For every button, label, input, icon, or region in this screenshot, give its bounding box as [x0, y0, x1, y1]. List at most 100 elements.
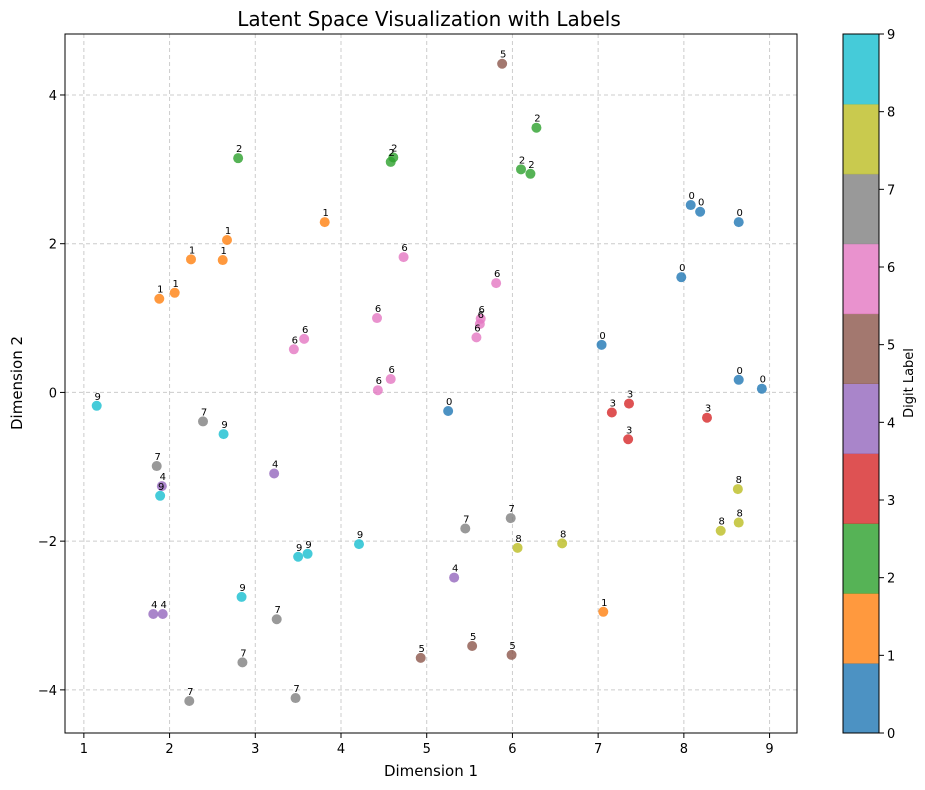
data-point [732, 484, 743, 495]
data-point-label: 0 [446, 397, 452, 408]
colorbar-tick-label: 5 [887, 339, 895, 354]
data-point-label: 6 [401, 243, 407, 254]
data-point-label: 6 [375, 304, 381, 315]
data-point-label: 6 [478, 310, 484, 321]
colorbar-tick-label: 6 [887, 261, 895, 276]
data-point-label: 2 [519, 155, 525, 166]
grid [65, 34, 797, 733]
data-point-label: 7 [240, 648, 246, 659]
data-point [415, 652, 426, 663]
data-point [222, 234, 232, 245]
x-tick-label: 1 [80, 742, 88, 757]
colorbar-segment [843, 453, 879, 524]
data-point [623, 434, 634, 445]
data-point-label: 8 [737, 509, 743, 520]
x-tick-label: 7 [594, 742, 602, 757]
colorbar-segment [843, 34, 879, 105]
data-point-label: 5 [470, 632, 476, 643]
data-point [505, 513, 516, 524]
y-tick-label: −4 [38, 684, 57, 699]
y-axis-ticks: −4 −2 0 2 4 [38, 89, 65, 699]
data-point [596, 339, 607, 350]
data-point [733, 374, 744, 385]
data-point-label: 0 [599, 331, 605, 342]
data-point-label: 3 [610, 399, 616, 410]
x-tick-label: 6 [508, 742, 516, 757]
data-point [676, 272, 687, 283]
data-point [512, 542, 523, 553]
data-point-label: 3 [705, 404, 711, 415]
y-tick-label: 2 [49, 238, 57, 253]
data-point-label: 7 [201, 407, 207, 418]
data-point-label: 4 [160, 472, 166, 483]
data-point-label: 2 [528, 160, 534, 171]
data-point [385, 374, 396, 385]
data-point [491, 278, 502, 289]
data-point [525, 168, 536, 179]
data-point-label: 9 [357, 530, 363, 541]
data-point-label: 6 [494, 269, 500, 280]
data-point [218, 429, 229, 440]
data-point-label: 2 [389, 148, 395, 159]
data-point-label: 9 [239, 583, 245, 594]
data-point [449, 572, 460, 583]
x-tick-label: 4 [337, 742, 345, 757]
data-point-label: 3 [626, 425, 632, 436]
data-point-label: 7 [155, 452, 161, 463]
data-point [198, 416, 208, 427]
data-point [756, 383, 767, 394]
data-point-label: 5 [509, 641, 515, 652]
data-point [606, 407, 617, 418]
data-point [157, 609, 168, 620]
data-point [460, 523, 471, 534]
colorbar [843, 34, 879, 734]
data-point [319, 217, 330, 228]
x-tick-label: 5 [423, 742, 431, 757]
data-point-label: 0 [760, 375, 766, 386]
data-point-label: 1 [221, 246, 227, 257]
chart-title: Latent Space Visualization with Labels [237, 7, 621, 31]
data-point-label: 1 [157, 285, 163, 296]
x-tick-label: 8 [680, 742, 688, 757]
data-point [269, 468, 280, 479]
data-point [184, 696, 195, 707]
data-point [154, 293, 165, 304]
colorbar-segment [843, 103, 879, 175]
data-point-label: 8 [719, 517, 725, 528]
data-point [302, 548, 313, 559]
data-points [91, 58, 767, 707]
colorbar-ticks: 0 1 2 3 4 5 6 7 8 9 [879, 28, 895, 742]
data-point [290, 693, 301, 704]
data-point-label: 8 [515, 534, 521, 545]
data-point [169, 287, 180, 298]
data-point [217, 255, 228, 266]
data-point [497, 58, 508, 69]
data-point [237, 657, 248, 668]
plot-frame [64, 33, 798, 734]
colorbar-tick-label: 0 [887, 727, 895, 742]
data-point [372, 385, 383, 396]
y-axis-label: Dimension 2 [8, 336, 26, 430]
data-point [467, 640, 478, 651]
data-point [733, 517, 744, 528]
x-tick-label: 3 [251, 742, 259, 757]
data-point-label: 2 [534, 114, 540, 125]
data-point [372, 313, 382, 324]
x-axis-ticks: 1 2 3 4 5 6 7 8 9 [80, 733, 774, 757]
colorbar-segment [843, 663, 879, 734]
data-point-label: 7 [293, 684, 299, 695]
data-point [398, 252, 409, 263]
colorbar-segment [843, 523, 879, 594]
data-point [443, 406, 454, 417]
data-point-label: 9 [296, 543, 302, 554]
data-point-label: 6 [474, 323, 480, 334]
data-point-label: 0 [689, 191, 695, 202]
colorbar-tick-label: 9 [887, 28, 895, 43]
colorbar-tick-label: 7 [887, 183, 895, 198]
data-point-label: 5 [419, 644, 425, 655]
data-point [155, 490, 166, 501]
data-point [233, 153, 244, 164]
colorbar-segment [843, 173, 879, 245]
